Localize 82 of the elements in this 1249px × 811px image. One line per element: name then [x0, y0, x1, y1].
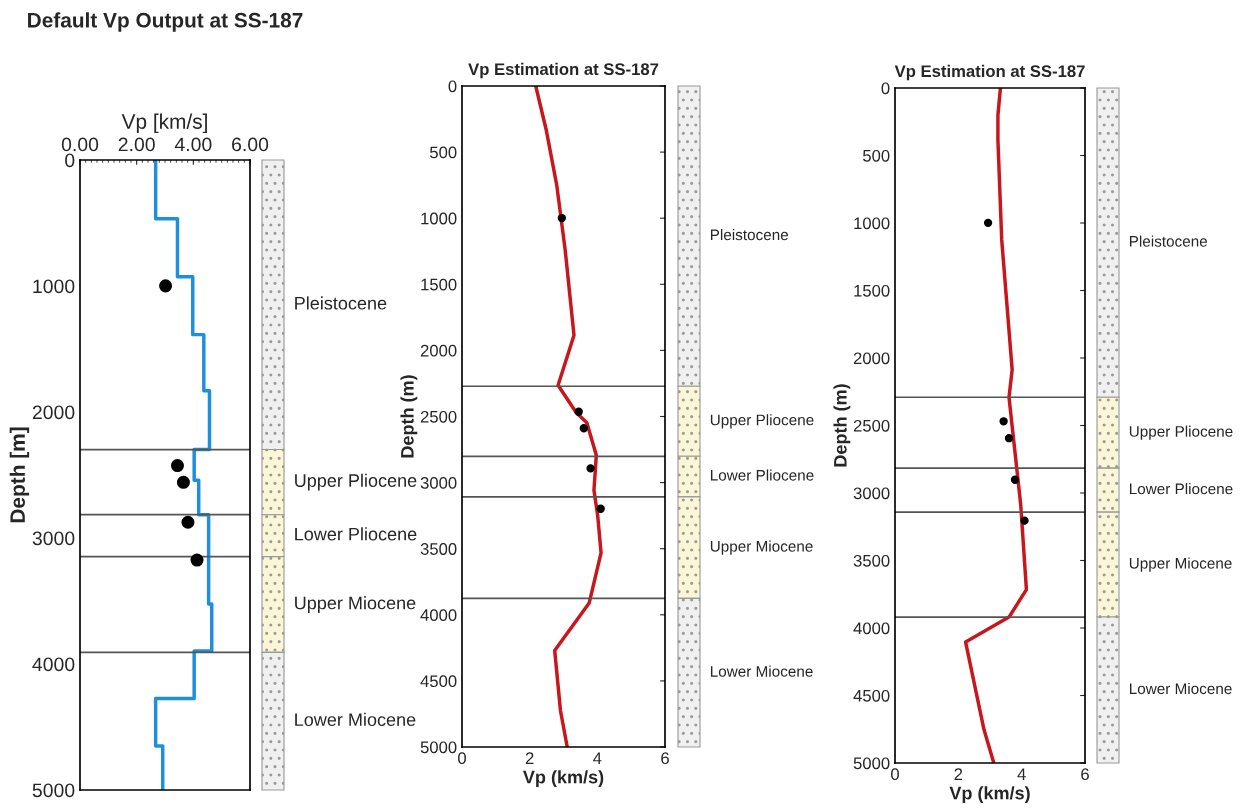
y-tick-label: 3000 — [853, 487, 890, 500]
x-axis-title: Vp [km/s] — [121, 113, 207, 133]
x-axis-title: Vp (km/s) — [949, 786, 1030, 804]
point — [1020, 516, 1029, 525]
x-tick-label: 2.00 — [118, 137, 155, 152]
y-tick-label: 0 — [65, 153, 75, 168]
x-tick-label: 4 — [593, 752, 602, 764]
text: Upper Pliocene — [295, 473, 417, 491]
y-axis-title: Depth (m) — [400, 375, 418, 458]
y-axis-title: Depth [m] — [9, 427, 30, 523]
chart-title: Vp Estimation at SS-187 — [468, 62, 659, 79]
y-tick-label: 4500 — [420, 675, 457, 688]
text: Pleistocene — [1129, 235, 1208, 247]
y-tick-label: 3500 — [853, 554, 890, 567]
y-tick-label: 4000 — [32, 657, 75, 672]
text: Upper Miocene — [1129, 557, 1232, 572]
y-tick-label: 5000 — [420, 741, 457, 754]
text: Pleistocene — [295, 296, 387, 310]
line-series — [963, 88, 1029, 763]
y-tick-label: 2500 — [853, 419, 890, 432]
text: Lower Miocene — [710, 665, 813, 677]
y-tick-label: 2500 — [420, 410, 457, 423]
y-tick-label: 3000 — [32, 531, 75, 546]
text: Upper Pliocene — [710, 414, 814, 429]
y-tick-label: 0 — [448, 80, 457, 93]
y-axis-title: Depth (m) — [833, 384, 851, 467]
y-tick-label: 1500 — [854, 284, 890, 297]
x-tick-label: 4.00 — [174, 137, 212, 152]
y-tick-label: 4000 — [420, 609, 457, 621]
line-series — [153, 160, 214, 790]
x-tick-label: 6 — [1081, 768, 1089, 781]
point — [557, 213, 566, 223]
y-tick-label: 1500 — [421, 278, 457, 291]
y-tick-label: 2000 — [853, 352, 890, 365]
y-tick-label: 3000 — [420, 477, 457, 489]
point — [1004, 434, 1014, 443]
chart-title: Default Vp Output at SS-187 — [28, 12, 303, 32]
y-tick-label: 1000 — [33, 279, 75, 294]
y-tick-label: 5000 — [32, 783, 75, 798]
text: Lower Pliocene — [1129, 483, 1233, 495]
point — [579, 424, 588, 433]
y-tick-label: 2000 — [32, 405, 75, 420]
y-tick-label: 1000 — [854, 217, 890, 230]
point — [983, 218, 993, 228]
point — [170, 459, 184, 473]
x-tick-label: 0 — [891, 768, 899, 781]
x-tick-label: 6.00 — [232, 137, 269, 152]
y-tick-label: 4500 — [853, 689, 890, 702]
y-tick-label: 4000 — [853, 622, 890, 635]
y-tick-label: 500 — [430, 146, 457, 159]
y-tick-label: 0 — [881, 82, 890, 95]
point — [176, 475, 190, 489]
text: Lower Miocene — [295, 712, 416, 727]
point — [586, 464, 595, 473]
y-tick-label: 2000 — [420, 344, 457, 357]
text: Upper Miocene — [295, 596, 416, 613]
y-tick-label: 500 — [863, 149, 890, 162]
y-tick-label: 1000 — [421, 212, 457, 225]
x-tick-label: 6 — [661, 752, 669, 765]
x-tick-label: 0.00 — [61, 137, 99, 152]
text: Lower Pliocene — [295, 527, 417, 541]
point — [190, 553, 204, 567]
y-tick-label: 3500 — [420, 543, 457, 555]
text: Lower Pliocene — [710, 469, 814, 481]
x-tick-label: 4 — [1017, 768, 1026, 780]
point — [999, 417, 1008, 426]
point — [596, 504, 605, 513]
y-tick-label: 5000 — [853, 757, 890, 770]
chart-title: Vp Estimation at SS-187 — [894, 64, 1085, 81]
x-tick-label: 0 — [458, 752, 466, 765]
x-tick-label: 2 — [525, 752, 534, 764]
point — [574, 407, 583, 416]
point — [181, 515, 195, 529]
line-series — [534, 86, 603, 747]
text: Upper Pliocene — [1129, 425, 1233, 440]
text: Upper Miocene — [710, 540, 813, 555]
point — [1010, 475, 1020, 484]
x-tick-label: 2 — [954, 768, 963, 780]
text: Lower Miocene — [1129, 682, 1232, 695]
point — [159, 279, 173, 293]
text: Pleistocene — [710, 228, 789, 241]
x-axis-title: Vp (km/s) — [522, 770, 604, 788]
